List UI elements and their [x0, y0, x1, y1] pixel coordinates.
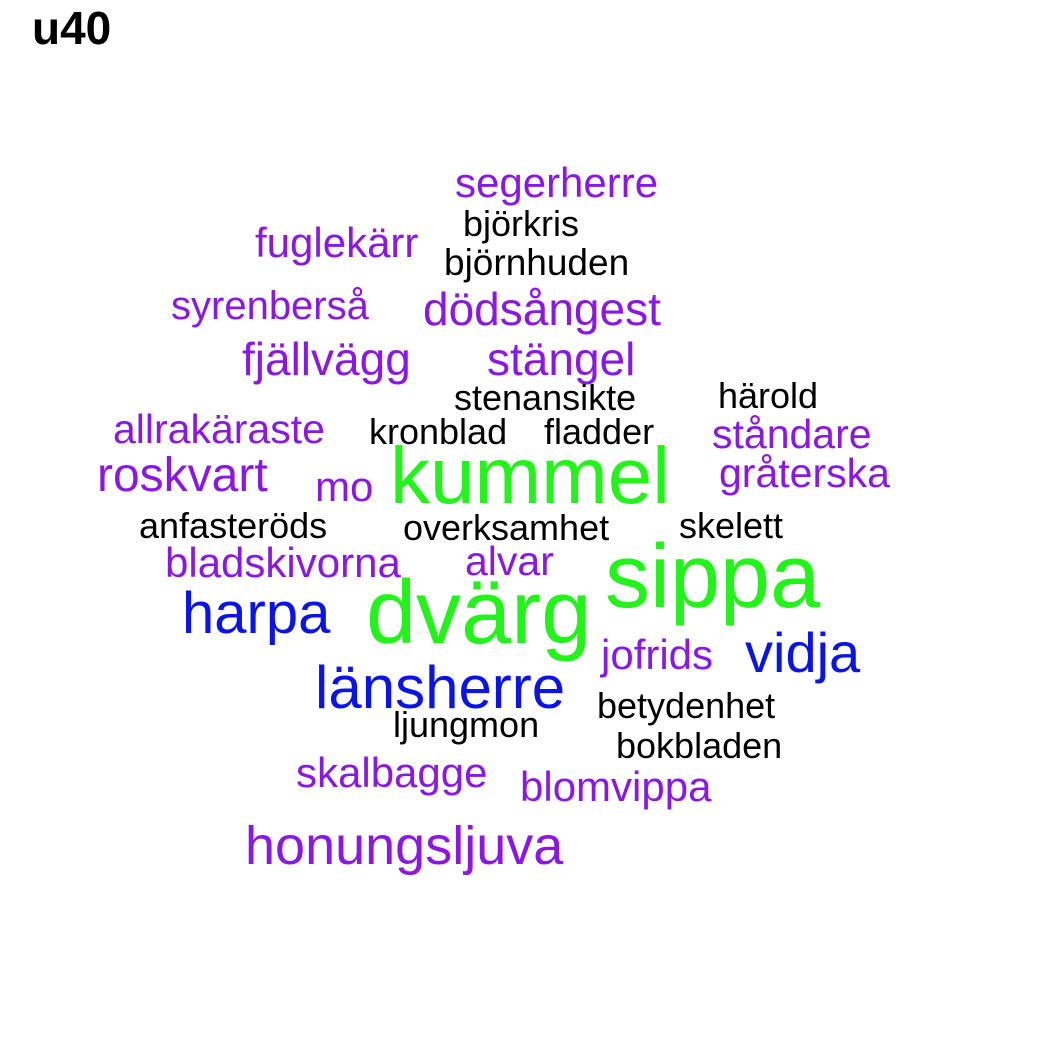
word-allrakaraste: allrakäraste [113, 406, 325, 452]
word-graterska: gråterska [719, 450, 890, 496]
word-vidja: vidja [745, 621, 861, 684]
word-betydenhet: betydenhet [597, 685, 776, 726]
word-skelett: skelett [679, 505, 784, 546]
word-bokbladen: bokbladen [616, 725, 783, 766]
word-skalbagge: skalbagge [296, 749, 488, 796]
word-bjorkris: björkris [463, 203, 580, 244]
word-overksamhet: overksamhet [403, 507, 610, 548]
word-fuglekarr: fuglekärr [255, 219, 419, 266]
word-blomvippa: blomvippa [520, 763, 712, 810]
word-jofrids: jofrids [601, 631, 714, 678]
word-segerherre: segerherre [455, 159, 659, 206]
word-harpa: harpa [182, 581, 331, 646]
word-fjallvagg: fjällvägg [242, 333, 411, 385]
word-dvarg: dvärg [366, 563, 592, 663]
word-syrenbersa: syrenberså [171, 284, 369, 328]
word-roskvart: roskvart [97, 449, 268, 502]
word-fladder: fladder [544, 411, 655, 452]
word-dodsangest: dödsångest [423, 283, 661, 335]
word-bjornhuden: björnhuden [444, 242, 630, 283]
word-mo: mo [315, 463, 374, 510]
word-sippa: sippa [605, 527, 821, 627]
word-ljungmon: ljungmon [393, 704, 540, 745]
word-stenansikte: stenansikte [454, 377, 637, 418]
word-standare: ståndare [712, 411, 872, 457]
word-bladskivorna: bladskivorna [165, 539, 401, 586]
word-harold: härold [718, 375, 819, 416]
page-title: u40 [32, 2, 112, 54]
word-anfasterods: anfasteröds [139, 505, 328, 546]
word-kummel: kummel [390, 431, 671, 520]
word-alvar: alvar [465, 538, 554, 584]
word-lansherre: länsherre [315, 654, 566, 721]
word-kronblad: kronblad [369, 411, 508, 452]
word-honungsljuva: honungsljuva [245, 816, 564, 876]
word-stangel: stängel [487, 333, 636, 385]
